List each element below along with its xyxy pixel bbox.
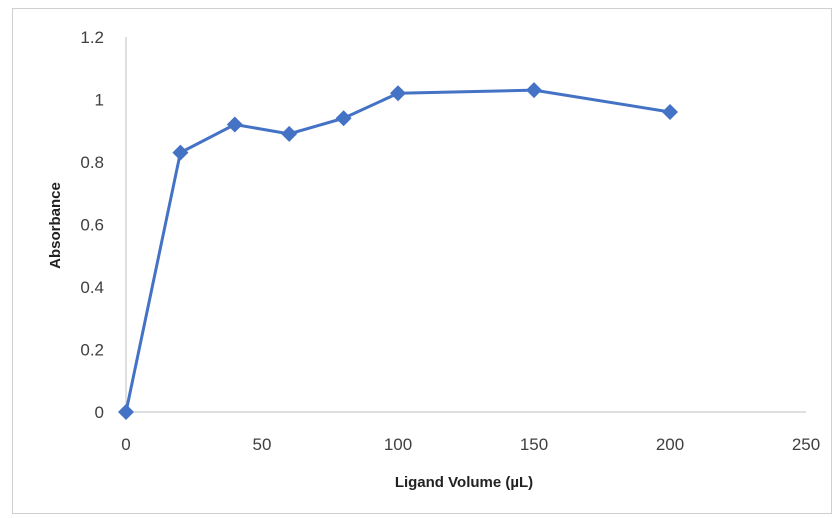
data-point-marker bbox=[526, 82, 542, 99]
data-point-marker bbox=[390, 85, 406, 102]
y-tick-label: 0 bbox=[95, 403, 104, 422]
x-tick-labels: 0 50 100 150 200 250 bbox=[121, 435, 820, 454]
y-tick-label: 1 bbox=[95, 91, 104, 110]
x-tick-label: 250 bbox=[792, 435, 820, 454]
x-tick-label: 200 bbox=[656, 435, 684, 454]
data-point-marker bbox=[335, 110, 352, 127]
data-markers bbox=[118, 82, 678, 420]
x-tick-label: 150 bbox=[520, 435, 548, 454]
data-point-marker bbox=[226, 116, 243, 133]
x-axis-title: Ligand Volume (µL) bbox=[395, 474, 533, 491]
x-tick-label: 0 bbox=[121, 435, 130, 454]
data-point-marker bbox=[172, 144, 189, 161]
y-tick-label: 0.8 bbox=[80, 153, 104, 172]
x-tick-label: 50 bbox=[253, 435, 272, 454]
data-point-marker bbox=[281, 125, 298, 142]
y-tick-label: 0.2 bbox=[80, 341, 104, 360]
y-axis-title: Absorbance bbox=[47, 182, 64, 269]
y-tick-label: 1.2 bbox=[80, 28, 104, 47]
y-tick-label: 0.6 bbox=[80, 216, 104, 235]
data-point-marker bbox=[118, 404, 134, 420]
y-tick-label: 0.4 bbox=[80, 278, 104, 297]
y-tick-labels: 0 0.2 0.4 0.6 0.8 1 1.2 bbox=[80, 28, 104, 422]
data-point-marker bbox=[662, 104, 678, 120]
series-line bbox=[124, 88, 671, 413]
x-tick-label: 100 bbox=[384, 435, 412, 454]
